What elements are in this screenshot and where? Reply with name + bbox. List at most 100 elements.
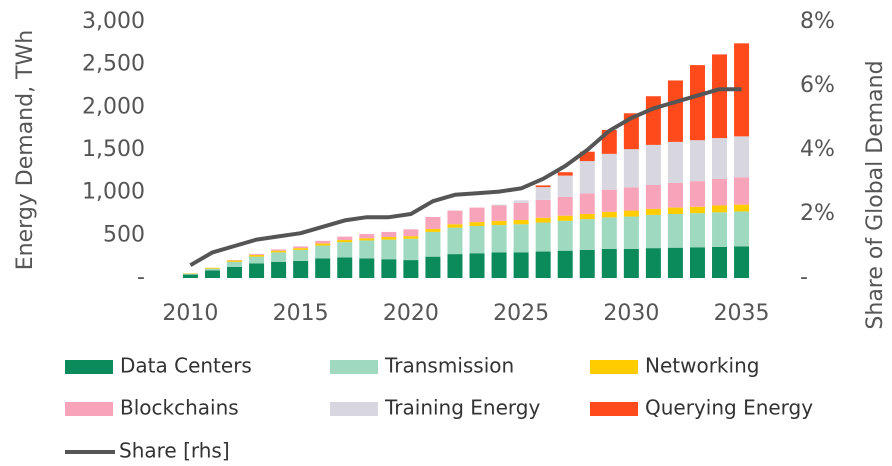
bar-segment [601, 211, 617, 218]
x-tick-label: 2010 [162, 301, 218, 326]
bar-segment [579, 214, 595, 220]
bar-segment [645, 248, 661, 278]
bar-segment [623, 187, 639, 211]
bar-segment [645, 96, 661, 145]
legend-swatch [65, 402, 113, 416]
legend-swatch [330, 402, 378, 416]
bar-segment [734, 204, 750, 212]
bar-segment [381, 239, 397, 260]
y2-axis-title: Share of Global Demand [863, 60, 888, 329]
bar-segment [271, 261, 287, 278]
legend-swatch [330, 360, 378, 374]
bar-segment [425, 231, 441, 257]
bar-segment [645, 208, 661, 215]
y-tick-label: 500 [103, 222, 145, 247]
y-tick-label: 1,500 [82, 137, 145, 162]
bar-segment [293, 260, 309, 278]
bar-segment [425, 216, 441, 229]
y-tick-label: 1,000 [82, 180, 145, 205]
bar-segment [734, 211, 750, 247]
bar-segment [469, 253, 485, 278]
bar-segment [491, 204, 507, 206]
bar-segment [271, 250, 287, 253]
bar-segment [293, 246, 309, 249]
bar-segment [535, 222, 551, 252]
bar-segment [667, 207, 683, 214]
bar-segment [359, 240, 375, 259]
y2-tick-label: 8% [800, 9, 835, 34]
bar-segment [249, 254, 265, 257]
bar-segment [249, 263, 265, 278]
bar-segment [337, 257, 353, 278]
bar-segment [425, 256, 441, 278]
bar-segment [182, 273, 198, 275]
bar-segment [689, 181, 705, 207]
bar-segment [381, 237, 397, 240]
bar-segment [689, 65, 705, 141]
bar-segment [645, 184, 661, 209]
bar-segment [315, 258, 331, 278]
x-tick-label: 2020 [383, 301, 439, 326]
y-tick-label: 3,000 [82, 9, 145, 34]
bar-segment [579, 151, 595, 162]
bar-segment [315, 245, 331, 259]
bar-segment [425, 228, 441, 232]
bar-segment [271, 252, 287, 262]
bar-segment [667, 214, 683, 248]
bar-segment [689, 213, 705, 248]
bar-segment [535, 199, 551, 218]
bar-segment [271, 249, 287, 251]
y2-tick-label: 6% [800, 73, 835, 98]
bar-segment [712, 246, 728, 278]
bar-segment [293, 248, 309, 250]
bar-segment [513, 202, 529, 220]
legend-label: Networking [645, 354, 759, 378]
bar-segment [249, 254, 265, 255]
bar-segment [403, 238, 419, 261]
bar-segment [491, 225, 507, 253]
bar-segment [359, 258, 375, 278]
share-line [189, 87, 742, 267]
bar-segment [689, 140, 705, 182]
bar-segment [359, 234, 375, 239]
bar-segment [403, 236, 419, 239]
bar-segment [182, 274, 198, 278]
bar-segment [227, 260, 243, 262]
y-tick-label: 2,000 [82, 94, 145, 119]
bar-segment [447, 227, 463, 255]
bar-segment [645, 214, 661, 249]
bar-segment [623, 216, 639, 249]
bar-segment [447, 224, 463, 228]
bar-segment [535, 187, 551, 200]
bar-segment [712, 138, 728, 180]
bar-segment [712, 54, 728, 139]
legend-label: Blockchains [120, 396, 239, 420]
bar-segment [535, 185, 551, 188]
bar-segment [579, 193, 595, 214]
legend-swatch [65, 360, 113, 374]
y-tick-label: - [137, 265, 145, 290]
bar-segment [249, 256, 265, 264]
bar-segment [491, 252, 507, 278]
bar-segment [689, 206, 705, 214]
bar-segment [645, 144, 661, 185]
legend-swatch [590, 360, 638, 374]
bar-segment [557, 250, 573, 278]
bar-segment [579, 249, 595, 278]
bar-segment [491, 205, 507, 221]
bar-segment [601, 189, 617, 212]
bar-segment [579, 219, 595, 250]
bar-segment [227, 266, 243, 278]
bar-segment [667, 80, 683, 142]
bar-segment [513, 252, 529, 278]
x-tick-label: 2030 [603, 301, 659, 326]
bar-segment [204, 267, 220, 269]
bar-segment [513, 200, 529, 203]
bar-segment [403, 229, 419, 237]
y-axis-title: Energy Demand, TWh [13, 30, 38, 270]
bar-segment [557, 196, 573, 216]
bar-segment [204, 270, 220, 278]
bar-segment [381, 259, 397, 278]
bar-segment [535, 217, 551, 223]
